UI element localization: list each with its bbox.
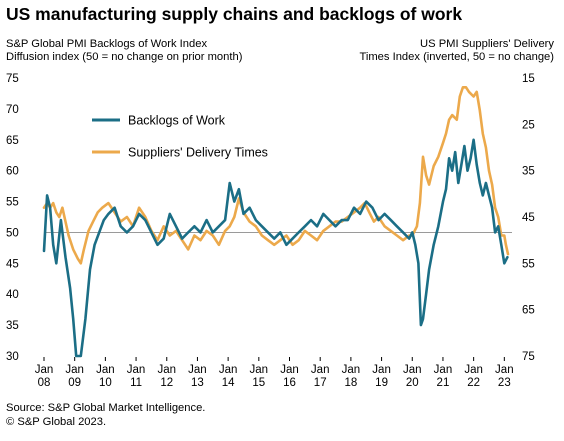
x-tick-year: 11 xyxy=(130,377,142,389)
x-tick-month: Jan xyxy=(96,364,115,376)
x-tick-year: 14 xyxy=(222,377,235,389)
x-tick-month: Jan xyxy=(434,364,453,376)
right-axis-subtitle: Times Index (inverted, 50 = no change) xyxy=(359,51,554,63)
left-y-tick-label: 50 xyxy=(6,227,19,239)
x-tick-year: 21 xyxy=(437,377,450,389)
right-y-tick-label: 25 xyxy=(522,119,535,131)
x-tick-year: 23 xyxy=(498,377,511,389)
x-tick-month: Jan xyxy=(35,364,54,376)
x-tick-year: 16 xyxy=(283,377,296,389)
x-tick-year: 09 xyxy=(68,377,81,389)
source-note: Source: S&P Global Market Intelligence. xyxy=(6,402,206,414)
left-axis-subtitle: Diffusion index (50 = no change on prior… xyxy=(6,51,243,63)
x-tick-month: Jan xyxy=(65,364,84,376)
delivery-series-line xyxy=(42,86,510,265)
x-tick-month: Jan xyxy=(188,364,207,376)
left-y-tick-label: 40 xyxy=(6,289,19,301)
series-layer xyxy=(42,86,512,358)
left-y-tick-label: 75 xyxy=(6,73,19,85)
right-y-tick-label: 15 xyxy=(522,73,535,85)
left-y-tick-label: 45 xyxy=(6,258,19,270)
x-tick-year: 10 xyxy=(99,377,112,389)
x-tick-month: Jan xyxy=(372,364,391,376)
right-y-tick-label: 65 xyxy=(522,305,535,317)
left-axis-description: S&P Global PMI Backlogs of Work Index Di… xyxy=(6,38,242,64)
right-axis-description: US PMI Suppliers' Delivery Times Index (… xyxy=(359,38,554,64)
x-tick-month: Jan xyxy=(250,364,269,376)
right-y-tick-label: 75 xyxy=(522,351,535,363)
x-tick-month: Jan xyxy=(464,364,483,376)
copyright-note: © S&P Global 2023. xyxy=(6,416,107,428)
x-tick-month: Jan xyxy=(280,364,299,376)
right-axis-title: US PMI Suppliers' Delivery xyxy=(420,38,554,50)
x-tick-year: 20 xyxy=(406,377,419,389)
x-tick-month: Jan xyxy=(127,364,146,376)
left-y-tick-label: 60 xyxy=(6,166,19,178)
right-y-tick-label: 55 xyxy=(522,258,535,270)
x-tick-month: Jan xyxy=(495,364,514,376)
left-y-tick-label: 35 xyxy=(6,320,19,332)
x-tick-month: Jan xyxy=(219,364,238,376)
legend: Backlogs of Work Suppliers' Delivery Time… xyxy=(92,114,268,160)
left-y-tick-label: 70 xyxy=(6,104,19,116)
x-tick-month: Jan xyxy=(403,364,422,376)
x-tick-year: 08 xyxy=(38,377,51,389)
right-y-axis: 15 25 35 45 55 65 75 xyxy=(522,73,535,363)
x-tick-month: Jan xyxy=(157,364,176,376)
x-tick-month: Jan xyxy=(342,364,361,376)
x-tick-year: 19 xyxy=(375,377,388,389)
left-y-tick-label: 30 xyxy=(6,351,19,363)
chart-title: US manufacturing supply chains and backl… xyxy=(6,4,463,24)
x-tick-year: 17 xyxy=(314,377,327,389)
x-tick-year: 15 xyxy=(252,377,265,389)
right-y-tick-label: 35 xyxy=(522,166,535,178)
left-y-axis: 30 35 40 45 50 55 60 65 70 75 xyxy=(6,73,19,363)
delivery-legend-label: Suppliers' Delivery Times xyxy=(128,146,268,160)
x-tick-year: 12 xyxy=(160,377,173,389)
x-tick-year: 18 xyxy=(344,377,357,389)
left-y-tick-label: 65 xyxy=(6,135,19,147)
backlogs-legend-label: Backlogs of Work xyxy=(128,114,226,128)
left-axis-title: S&P Global PMI Backlogs of Work Index xyxy=(6,38,208,50)
backlogs-series-line xyxy=(42,138,509,358)
x-tick-month: Jan xyxy=(311,364,330,376)
x-axis: Jan08Jan09Jan10Jan11Jan12Jan13Jan14Jan15… xyxy=(35,357,514,389)
x-tick-year: 13 xyxy=(191,377,204,389)
right-y-tick-label: 45 xyxy=(522,212,535,224)
x-tick-year: 22 xyxy=(467,377,480,389)
left-y-tick-label: 55 xyxy=(6,197,19,209)
